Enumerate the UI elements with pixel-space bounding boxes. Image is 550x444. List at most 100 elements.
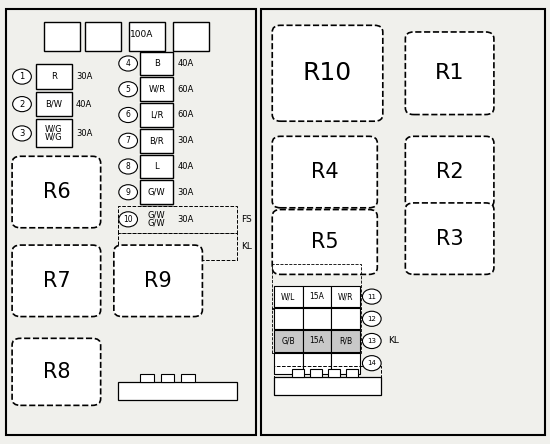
Bar [331,330,360,352]
Text: 30A: 30A [178,215,194,224]
Text: 9: 9 [126,188,130,197]
Text: R3: R3 [436,229,464,249]
Bar [140,180,173,204]
Text: W/R: W/R [148,85,165,94]
Circle shape [119,107,138,123]
Text: 30A: 30A [178,136,194,145]
Text: R5: R5 [311,232,339,252]
Bar [302,353,331,374]
Bar [331,308,360,329]
Text: 15A: 15A [309,292,324,301]
Circle shape [362,289,381,304]
Text: 60A: 60A [178,111,194,119]
Bar [328,369,340,377]
Bar [36,64,72,89]
Text: KL: KL [241,242,252,251]
Text: W/L: W/L [281,292,295,301]
FancyBboxPatch shape [266,16,541,135]
Bar [140,374,154,382]
Text: 30A: 30A [76,129,92,138]
Bar [302,308,331,329]
Text: R/B: R/B [339,337,352,345]
FancyBboxPatch shape [272,210,377,274]
Bar [173,22,209,51]
Text: 40A: 40A [178,59,194,68]
Text: L/R: L/R [150,111,163,119]
Bar [118,233,236,260]
Circle shape [362,333,381,349]
Text: B/W: B/W [45,99,62,109]
Text: 13: 13 [367,338,376,344]
Text: R4: R4 [311,162,339,182]
Bar [140,129,173,153]
Bar [140,206,173,233]
Text: G/B: G/B [282,337,295,345]
Text: R6: R6 [42,182,70,202]
Bar [272,264,361,309]
Text: FS: FS [241,215,252,224]
Text: R9: R9 [144,271,172,291]
Bar [346,369,358,377]
Text: 3: 3 [19,129,25,138]
FancyBboxPatch shape [266,135,541,366]
Bar [140,77,173,101]
Text: 30A: 30A [76,72,92,81]
Bar [292,369,304,377]
FancyBboxPatch shape [12,245,101,317]
Circle shape [13,69,31,84]
Text: 40A: 40A [76,99,92,109]
Text: G/W
G/W: G/W G/W [148,211,166,228]
Text: 14: 14 [367,360,376,366]
FancyBboxPatch shape [272,25,383,121]
Text: 2: 2 [19,99,25,109]
Bar [274,353,302,374]
Circle shape [119,212,138,227]
Text: 5: 5 [126,85,130,94]
Bar [331,286,360,307]
Circle shape [119,185,138,200]
Circle shape [119,82,138,97]
Circle shape [119,133,138,148]
Text: 60A: 60A [178,85,194,94]
Bar [140,155,173,178]
Bar [36,119,72,147]
Text: R7: R7 [42,271,70,291]
Bar [274,286,302,307]
FancyBboxPatch shape [405,32,494,115]
Text: 30A: 30A [178,188,194,197]
Circle shape [362,311,381,326]
Bar [44,22,80,51]
Text: 8: 8 [126,162,130,171]
Bar [274,308,302,329]
Text: 6: 6 [126,111,130,119]
Bar [272,308,361,353]
Text: R10: R10 [303,61,352,85]
Circle shape [119,56,138,71]
FancyBboxPatch shape [405,203,494,274]
FancyBboxPatch shape [12,338,101,405]
Circle shape [119,159,138,174]
Text: R1: R1 [435,63,464,83]
Text: 4: 4 [126,59,130,68]
Bar [85,22,121,51]
Bar [261,9,544,435]
Text: B: B [154,59,160,68]
Text: 10: 10 [123,215,133,224]
Bar [302,286,331,307]
Bar [161,374,174,382]
Text: 7: 7 [126,136,130,145]
Bar [302,330,331,352]
Text: R2: R2 [436,162,464,182]
Text: W/R: W/R [338,292,353,301]
Text: B/R: B/R [150,136,164,145]
Text: 1: 1 [19,72,25,81]
Bar [310,369,322,377]
Text: L: L [155,162,159,171]
Bar [118,382,236,400]
Circle shape [362,356,381,371]
Text: 40A: 40A [178,162,194,171]
Bar [6,9,256,435]
Bar [181,374,195,382]
Text: R8: R8 [43,362,70,382]
Text: W/G
W/G: W/G W/G [45,125,63,142]
